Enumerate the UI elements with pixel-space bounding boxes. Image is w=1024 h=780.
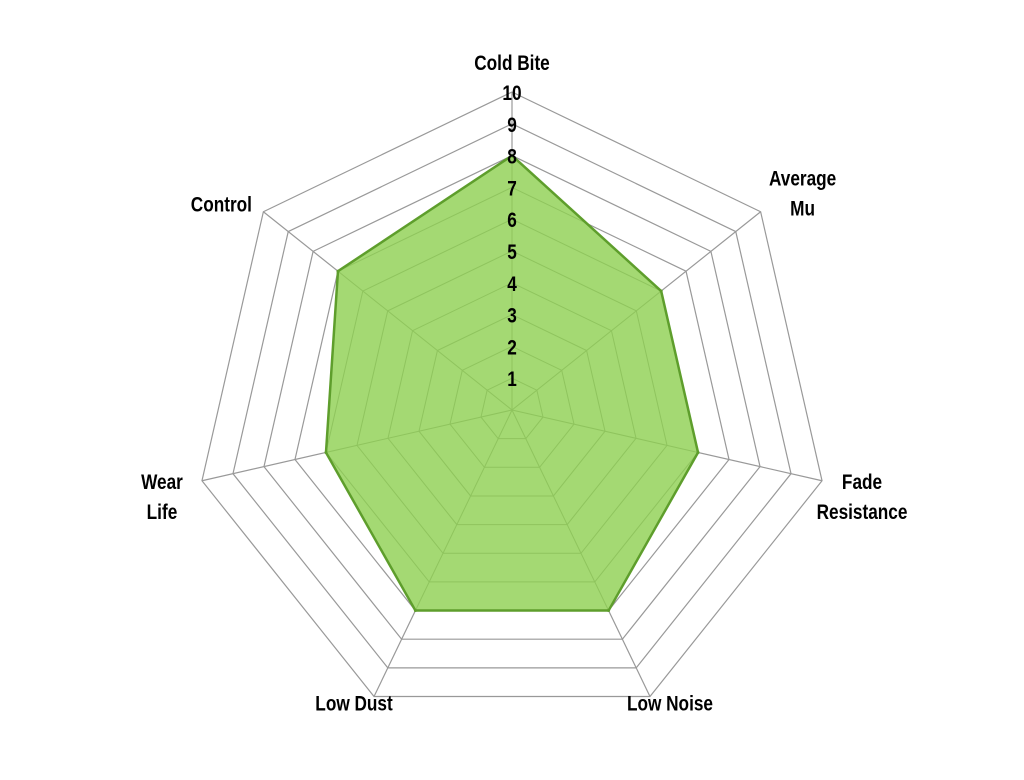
axis-label-line: Average [769,168,837,191]
axis-label-line: Wear [141,471,183,494]
tick-label: 8 [507,146,517,169]
tick-label: 5 [507,242,517,265]
inner-grid-ring-5 [356,250,668,554]
inner-grid-ring-3 [418,314,606,497]
inner-grid-spoke [511,211,699,411]
axis-label-fade-resistance: Fade Resistance [817,471,908,524]
tick-label: 9 [507,114,517,137]
inner-grid-ring-2 [449,345,575,468]
inner-grid-ring-1 [480,377,544,440]
tick-label: 4 [507,273,517,296]
tick-label: 10 [502,83,521,106]
tick-label: 3 [507,305,517,328]
tick-label: 1 [507,369,517,392]
data-point-6 [336,269,340,273]
axis-label-line: Low Dust [315,693,393,716]
data-point-4 [413,609,417,613]
inner-grid-spoke [325,409,513,482]
tick-label: 2 [507,337,517,360]
data-point-5 [324,450,328,454]
axis-label-low-noise: Low Noise [627,693,713,716]
inner-grid-spoke [511,409,699,482]
axis-label-low-dust: Low Dust [315,693,393,716]
axis-label-average-mu: Average Mu [769,168,837,221]
axis-label-line: Control [191,194,252,217]
axis-label-line: Resistance [817,501,908,524]
inner-grid-spoke [373,409,513,611]
data-point-3 [607,609,611,613]
data-point-2 [696,450,700,454]
tick-label: 6 [507,210,517,233]
axis-label-line: Fade [842,471,882,494]
data-point-0 [510,154,514,158]
axis-label-wear-life: Wear Life [141,471,183,524]
data-point-1 [659,289,663,293]
inner-grid-ring-4 [387,282,637,526]
grid-ring-10 [201,91,823,698]
axis-label-cold-bite: Cold Bite [474,53,550,76]
axis-label-control: Control [191,194,252,217]
inner-grid-spoke [325,211,513,411]
data-outline [324,154,700,612]
axis-label-line: Low Noise [627,693,713,716]
axis-label-line: Cold Bite [474,53,550,76]
axis-label-line: Life [147,501,178,524]
tick-label: 7 [507,178,517,201]
grid-ring-9 [232,123,792,669]
axis-label-line: Mu [790,198,815,221]
grid-ring-8 [263,154,761,640]
inner-grid-spoke [511,409,651,611]
